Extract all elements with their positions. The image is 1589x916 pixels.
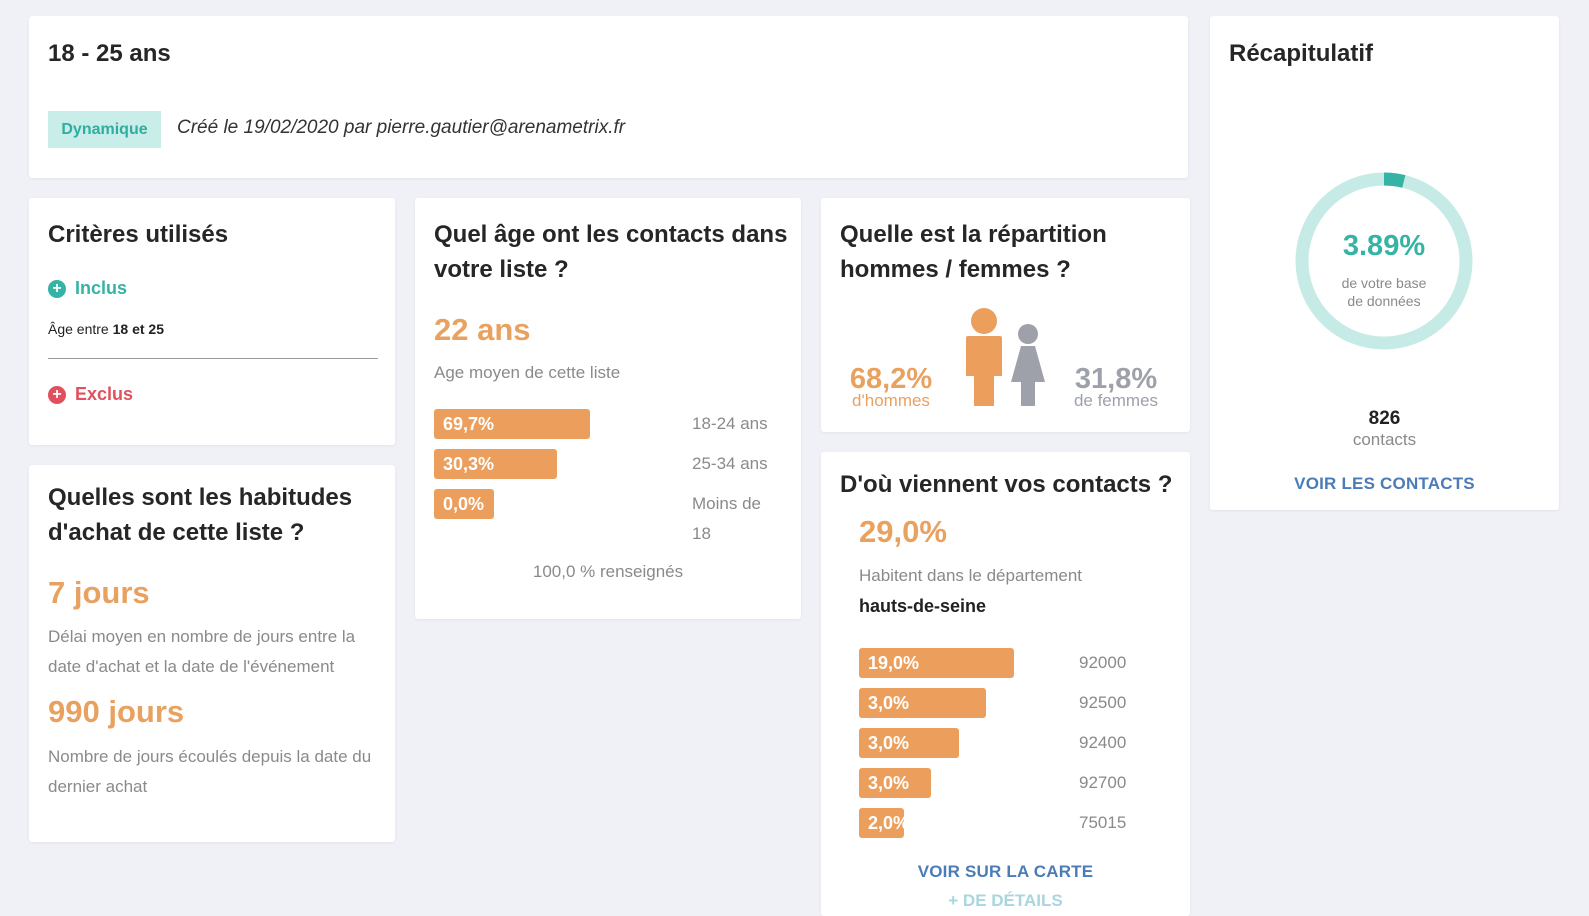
view-contacts-link[interactable]: VOIR LES CONTACTS xyxy=(1294,474,1475,493)
age-filled-footer: 100,0 % renseignés xyxy=(532,562,684,581)
location-bar-label: 92500 xyxy=(1079,693,1127,712)
men-stat: 68,2% d'hommes xyxy=(846,363,936,410)
excluded-label: Exclus xyxy=(75,384,134,404)
criteria-divider xyxy=(48,358,378,359)
location-bar-label: 92700 xyxy=(1079,773,1127,792)
women-label: de femmes xyxy=(1073,391,1159,410)
included-criterion: Âge entre 18 et 25 xyxy=(48,321,164,337)
average-age-caption: Age moyen de cette liste xyxy=(434,363,621,382)
location-card: D'où viennent vos contacts ? 29,0% Habit… xyxy=(821,452,1190,916)
summary-card: Récapitulatif 3.89% de votre base de don… xyxy=(1210,16,1559,510)
location-percentage: 29,0% xyxy=(859,514,947,549)
more-details-link[interactable]: + DE DÉTAILS xyxy=(948,891,1063,910)
age-bar-label: 25-34 ans xyxy=(692,454,768,473)
location-bar-label: 75015 xyxy=(1079,813,1127,832)
list-header-card: 18 - 25 ans Dynamique Créé le 19/02/2020… xyxy=(29,16,1188,178)
location-bar-label: 92400 xyxy=(1079,733,1127,752)
location-bar: 3,0% xyxy=(859,768,931,798)
database-share-caption: de votre base de données xyxy=(1341,275,1427,309)
location-bar-row: 19,0% 92000 xyxy=(859,648,1159,678)
location-bar-row: 3,0% 92400 xyxy=(859,728,1159,758)
age-bar-label: 18-24 ans xyxy=(692,414,768,433)
criteria-title: Critères utilisés xyxy=(48,221,229,248)
man-icon xyxy=(966,308,1002,406)
page-title: 18 - 25 ans xyxy=(48,40,171,67)
included-header[interactable]: + Inclus xyxy=(48,278,127,299)
created-info: Créé le 19/02/2020 par pierre.gautier@ar… xyxy=(177,117,626,138)
location-bar-label: 92000 xyxy=(1079,653,1127,672)
location-bar: 2,0% xyxy=(859,808,904,838)
age-bar-row: 69,7% 18-24 ans xyxy=(434,409,784,439)
included-label: Inclus xyxy=(75,278,128,298)
habits-title: Quelles sont les habitudes d'achat de ce… xyxy=(48,484,353,546)
age-bar: 69,7% xyxy=(434,409,590,439)
dynamic-badge: Dynamique xyxy=(48,111,161,148)
location-bar-row: 2,0% 75015 xyxy=(859,808,1159,838)
location-caption: Habitent dans le département xyxy=(859,566,1083,585)
department-name: hauts-de-seine xyxy=(859,596,987,616)
average-age-value: 22 ans xyxy=(434,312,531,347)
gender-card: Quelle est la répartition hommes / femme… xyxy=(821,198,1190,432)
age-bar-row: 30,3% 25-34 ans xyxy=(434,449,784,479)
women-percentage: 31,8% xyxy=(1074,363,1158,395)
contacts-label: contacts xyxy=(1352,430,1417,449)
database-share-donut xyxy=(1295,172,1473,350)
purchase-delay-value: 7 jours xyxy=(48,575,150,610)
men-percentage: 68,2% xyxy=(849,363,933,395)
plus-circle-icon: + xyxy=(48,385,66,404)
plus-circle-icon: + xyxy=(48,279,66,298)
criterion-prefix: Âge entre xyxy=(48,321,109,337)
days-since-value: 990 jours xyxy=(48,694,185,729)
summary-title: Récapitulatif xyxy=(1229,40,1374,67)
location-bar-row: 3,0% 92700 xyxy=(859,768,1159,798)
woman-icon xyxy=(1011,324,1045,406)
location-title: D'où viennent vos contacts ? xyxy=(840,471,1173,498)
age-card: Quel âge ont les contacts dans votre lis… xyxy=(415,198,801,619)
age-bar-row: 0,0% Moins de 18 xyxy=(434,489,784,549)
age-bar-label: Moins de 18 xyxy=(692,494,761,543)
age-title: Quel âge ont les contacts dans votre lis… xyxy=(434,221,788,283)
excluded-header[interactable]: + Exclus xyxy=(48,384,133,405)
habits-card: Quelles sont les habitudes d'achat de ce… xyxy=(29,465,395,842)
contacts-count: 826 xyxy=(1368,408,1401,429)
purchase-delay-caption: Délai moyen en nombre de jours entre la … xyxy=(48,627,356,676)
database-share-value: 3.89% xyxy=(1342,230,1426,262)
age-bar: 0,0% xyxy=(434,489,494,519)
days-since-caption: Nombre de jours écoulés depuis la date d… xyxy=(48,747,372,796)
criterion-value: 18 et 25 xyxy=(112,321,164,337)
location-bar: 3,0% xyxy=(859,688,986,718)
women-stat: 31,8% de femmes xyxy=(1066,363,1166,410)
gender-title: Quelle est la répartition hommes / femme… xyxy=(840,221,1107,283)
donut-progress-arc xyxy=(1295,172,1473,350)
location-bar: 3,0% xyxy=(859,728,959,758)
age-bar: 30,3% xyxy=(434,449,557,479)
men-label: d'hommes xyxy=(852,391,930,410)
location-bar: 19,0% xyxy=(859,648,1014,678)
criteria-card: Critères utilisés + Inclus Âge entre 18 … xyxy=(29,198,395,445)
view-map-link[interactable]: VOIR SUR LA CARTE xyxy=(917,862,1094,881)
location-bar-row: 3,0% 92500 xyxy=(859,688,1159,718)
